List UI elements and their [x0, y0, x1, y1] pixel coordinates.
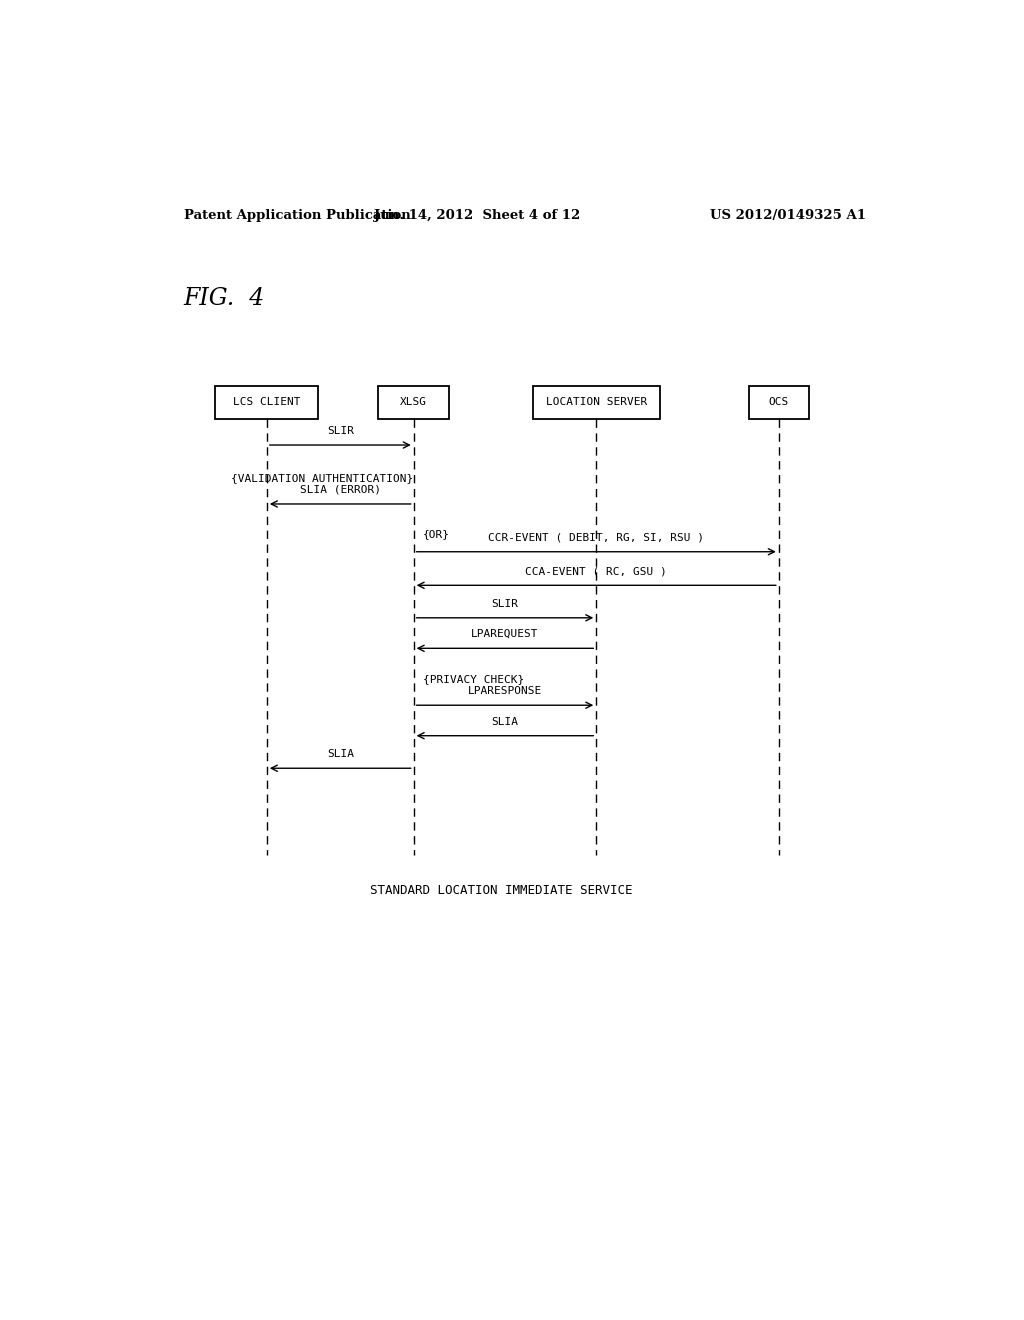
- Text: Patent Application Publication: Patent Application Publication: [183, 209, 411, 222]
- Text: LPARESPONSE: LPARESPONSE: [468, 686, 542, 696]
- Text: SLIA: SLIA: [492, 717, 518, 726]
- Text: {OR}: {OR}: [423, 529, 451, 540]
- Text: SLIA (ERROR): SLIA (ERROR): [300, 484, 381, 495]
- FancyBboxPatch shape: [532, 385, 659, 418]
- FancyBboxPatch shape: [749, 385, 809, 418]
- Text: SLIR: SLIR: [492, 599, 518, 609]
- Text: US 2012/0149325 A1: US 2012/0149325 A1: [710, 209, 866, 222]
- Text: {VALIDATION AUTHENTICATION}: {VALIDATION AUTHENTICATION}: [231, 474, 414, 483]
- Text: STANDARD LOCATION IMMEDIATE SERVICE: STANDARD LOCATION IMMEDIATE SERVICE: [370, 883, 632, 896]
- Text: LCS CLIENT: LCS CLIENT: [233, 397, 301, 408]
- Text: SLIA: SLIA: [327, 748, 353, 759]
- FancyBboxPatch shape: [215, 385, 318, 418]
- FancyBboxPatch shape: [378, 385, 450, 418]
- Text: Jun. 14, 2012  Sheet 4 of 12: Jun. 14, 2012 Sheet 4 of 12: [374, 209, 581, 222]
- Text: FIG.  4: FIG. 4: [183, 288, 265, 310]
- Text: SLIR: SLIR: [327, 426, 353, 436]
- Text: OCS: OCS: [769, 397, 788, 408]
- Text: LPAREQUEST: LPAREQUEST: [471, 630, 539, 639]
- Text: {PRIVACY CHECK}: {PRIVACY CHECK}: [423, 673, 524, 684]
- Text: LOCATION SERVER: LOCATION SERVER: [546, 397, 647, 408]
- Text: CCA-EVENT ( RC, GSU ): CCA-EVENT ( RC, GSU ): [525, 566, 667, 576]
- Text: CCR-EVENT ( DEBIT, RG, SI, RSU ): CCR-EVENT ( DEBIT, RG, SI, RSU ): [488, 532, 705, 543]
- Text: XLSG: XLSG: [400, 397, 427, 408]
